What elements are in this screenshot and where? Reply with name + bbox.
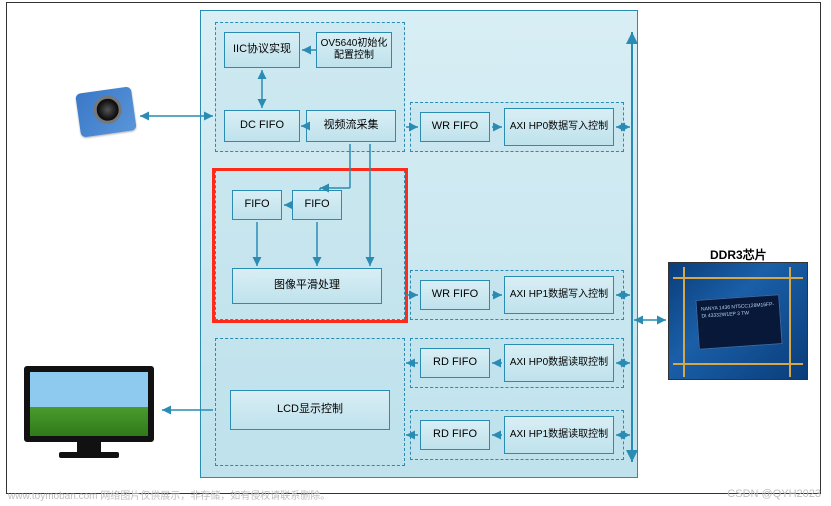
watermark-right: CSDN @QYH2023	[727, 488, 821, 500]
ddr3-chip-icon: NANYA 1436 NT5CC128M16FP-DI 43332W1EP 3 …	[668, 262, 808, 380]
ddr3-chip-text: NANYA 1436 NT5CC128M16FP-DI 43332W1EP 3 …	[695, 294, 782, 350]
watermark-left: www.toymoban.com 网络图片仅供展示，非存储，如有侵权请联系删除。	[8, 487, 330, 502]
node-rd1: RD FIFO	[420, 420, 490, 450]
node-dcfifo: DC FIFO	[224, 110, 300, 142]
node-axi-hp1r: AXI HP1数据读取控制	[504, 416, 614, 454]
node-video: 视频流采集	[306, 110, 396, 142]
node-axi-hp0w: AXI HP0数据写入控制	[504, 108, 614, 146]
camera-module-icon	[78, 90, 140, 142]
node-iic: IIC协议实现	[224, 32, 300, 68]
node-wr1: WR FIFO	[420, 280, 490, 310]
node-axi-hp1w: AXI HP1数据写入控制	[504, 276, 614, 314]
node-axi-hp0r: AXI HP0数据读取控制	[504, 344, 614, 382]
node-rd0: RD FIFO	[420, 348, 490, 378]
monitor-icon	[24, 366, 154, 464]
node-wr0: WR FIFO	[420, 112, 490, 142]
node-lcd: LCD显示控制	[230, 390, 390, 430]
highlight-smooth-group	[212, 168, 408, 323]
node-ov5640: OV5640初始化配置控制	[316, 32, 392, 68]
ddr3-label: DDR3芯片	[710, 246, 767, 263]
